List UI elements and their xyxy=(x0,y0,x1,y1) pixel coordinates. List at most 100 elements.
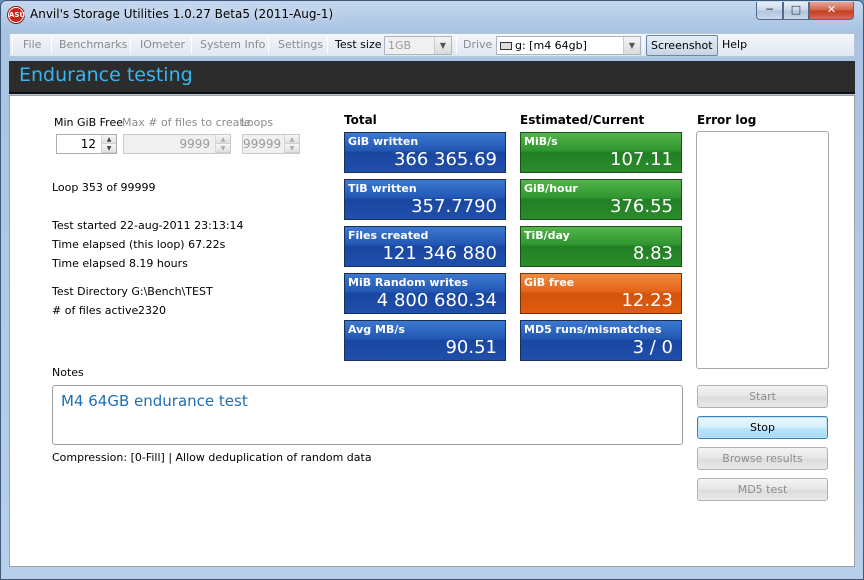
menu-benchmarks[interactable]: Benchmarks xyxy=(59,38,128,51)
error-log-box[interactable] xyxy=(696,131,829,369)
min-gib-free-value: 12 xyxy=(80,137,96,151)
tile-gib-written: GiB written 366 365.69 xyxy=(344,132,506,173)
tile-label: TiB written xyxy=(348,182,417,195)
chevron-down-icon: ▼ xyxy=(623,37,640,54)
time-elapsed-total: Time elapsed 8.19 hours xyxy=(52,257,188,270)
notes-textarea[interactable]: M4 64GB endurance test xyxy=(52,385,683,445)
tile-value: 357.7790 xyxy=(411,196,497,217)
tile-mib-random-writes: MiB Random writes 4 800 680.34 xyxy=(344,273,506,314)
tile-md5-runs: MD5 runs/mismatches 3 / 0 xyxy=(520,320,682,361)
tile-value: 8.83 xyxy=(632,243,673,264)
tile-tib-day: TiB/day 8.83 xyxy=(520,226,682,267)
tile-value: 376.55 xyxy=(610,196,673,217)
maximize-button[interactable]: □ xyxy=(783,2,809,20)
main-panel: Min GiB Free Max # of files to create Lo… xyxy=(9,95,855,567)
tile-value: 12.23 xyxy=(621,290,673,311)
toolbar-separator xyxy=(51,37,52,54)
test-directory: Test Directory G:\Bench\TEST xyxy=(52,285,213,298)
spin-down-icon[interactable]: ▼ xyxy=(216,144,230,153)
tile-label: Avg MB/s xyxy=(348,323,405,336)
loops-label: Loops xyxy=(241,116,274,129)
spin-up-icon[interactable]: ▲ xyxy=(285,135,299,144)
min-gib-free-label: Min GiB Free xyxy=(54,116,123,129)
max-files-value: 9999 xyxy=(179,137,210,151)
menu-help[interactable]: Help xyxy=(722,38,748,51)
tile-label: GiB free xyxy=(524,276,575,289)
start-button[interactable]: Start xyxy=(697,385,828,408)
tile-value: 3 / 0 xyxy=(632,337,673,358)
menu-settings[interactable]: Settings xyxy=(278,38,324,51)
notes-label: Notes xyxy=(52,366,84,379)
toolbar-separator xyxy=(12,37,13,54)
tile-value: 90.51 xyxy=(445,337,497,358)
files-active-value: 2320 xyxy=(138,304,166,317)
tile-label: GiB/hour xyxy=(524,182,578,195)
loop-counter: Loop 353 of 99999 xyxy=(52,181,156,194)
drive-label: Drive xyxy=(463,38,493,51)
test-size-label: Test size xyxy=(335,38,382,51)
tile-avg-mbs: Avg MB/s 90.51 xyxy=(344,320,506,361)
spin-down-icon[interactable]: ▼ xyxy=(102,144,116,153)
time-elapsed-loop: Time elapsed (this loop) 67.22s xyxy=(52,238,226,251)
total-heading: Total xyxy=(344,113,377,127)
max-files-stepper[interactable]: 9999 ▲ ▼ xyxy=(123,134,231,154)
page-title: Endurance testing xyxy=(19,64,193,86)
spin-down-icon[interactable]: ▼ xyxy=(285,144,299,153)
close-button[interactable]: ✕ xyxy=(809,2,854,20)
files-active-label: # of files active xyxy=(52,304,139,317)
spin-up-icon[interactable]: ▲ xyxy=(216,135,230,144)
toolbar-separator xyxy=(268,37,269,54)
tile-label: Files created xyxy=(348,229,429,242)
toolbar-separator xyxy=(191,37,192,54)
drive-icon xyxy=(500,42,512,50)
test-started: Test started 22-aug-2011 23:13:14 xyxy=(52,219,244,232)
window-title: Anvil's Storage Utilities 1.0.27 Beta5 (… xyxy=(30,7,334,21)
section-header: Endurance testing xyxy=(9,61,855,94)
app-icon: ASU xyxy=(8,7,25,23)
stop-button[interactable]: Stop xyxy=(697,416,828,439)
chevron-down-icon: ▼ xyxy=(434,37,451,54)
menu-system-info[interactable]: System Info xyxy=(200,38,266,51)
max-files-label: Max # of files to create xyxy=(122,116,251,129)
tile-value: 366 365.69 xyxy=(393,149,497,170)
toolbar-separator xyxy=(643,37,644,54)
tile-mibs: MiB/s 107.11 xyxy=(520,132,682,173)
title-bar[interactable]: ASU Anvil's Storage Utilities 1.0.27 Bet… xyxy=(1,1,863,29)
test-size-select[interactable]: 1GB ▼ xyxy=(384,36,452,55)
status-bar xyxy=(1,568,863,580)
browse-results-button[interactable]: Browse results xyxy=(697,447,828,470)
tile-files-created: Files created 121 346 880 xyxy=(344,226,506,267)
drive-value: g: [m4 64gb] xyxy=(515,39,587,52)
test-size-value: 1GB xyxy=(388,39,412,52)
tile-value: 4 800 680.34 xyxy=(376,290,497,311)
tile-label: MiB/s xyxy=(524,135,558,148)
tile-label: GiB written xyxy=(348,135,419,148)
error-log-heading: Error log xyxy=(697,113,757,127)
tile-label: TiB/day xyxy=(524,229,570,242)
toolbar-separator xyxy=(130,37,131,54)
estimated-heading: Estimated/Current xyxy=(520,113,645,127)
notes-text: M4 64GB endurance test xyxy=(61,392,248,410)
toolbar-separator xyxy=(327,37,328,54)
tile-gib-free: GiB free 12.23 xyxy=(520,273,682,314)
menu-iometer[interactable]: IOmeter xyxy=(140,38,185,51)
drive-select[interactable]: g: [m4 64gb] ▼ xyxy=(496,36,641,55)
screenshot-button[interactable]: Screenshot xyxy=(646,35,718,56)
tile-gib-hour: GiB/hour 376.55 xyxy=(520,179,682,220)
loops-value: 99999 xyxy=(243,137,282,151)
tile-value: 121 346 880 xyxy=(382,243,497,264)
tile-tib-written: TiB written 357.7790 xyxy=(344,179,506,220)
tile-label: MiB Random writes xyxy=(348,276,469,289)
loops-stepper[interactable]: 99999 ▲ ▼ xyxy=(242,134,300,154)
menu-toolbar: File Benchmarks IOmeter System Info Sett… xyxy=(9,33,855,57)
tile-label: MD5 runs/mismatches xyxy=(524,323,662,336)
toolbar-separator xyxy=(456,37,457,54)
min-gib-free-stepper[interactable]: 12 ▲ ▼ xyxy=(56,134,117,154)
compression-info: Compression: [0-Fill] | Allow deduplicat… xyxy=(52,451,372,464)
md5-test-button[interactable]: MD5 test xyxy=(697,478,828,501)
menu-file[interactable]: File xyxy=(23,38,42,51)
minimize-button[interactable]: ─ xyxy=(756,2,783,20)
tile-value: 107.11 xyxy=(610,149,673,170)
spin-up-icon[interactable]: ▲ xyxy=(102,135,116,144)
